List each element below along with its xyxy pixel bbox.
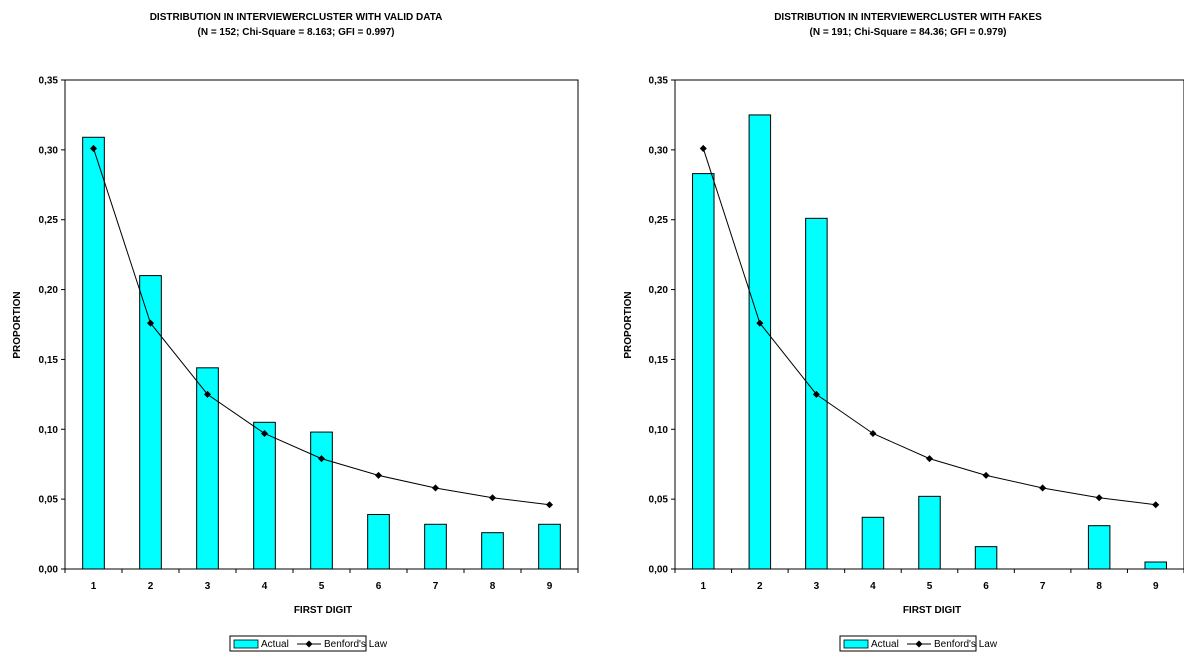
benford-point: [374, 471, 383, 479]
benford-point: [545, 501, 554, 509]
bar: [918, 495, 941, 570]
bar: [424, 523, 447, 570]
benford-point: [699, 144, 707, 152]
benford-point: [1039, 484, 1047, 492]
benford-point: [1095, 494, 1103, 502]
x-tick-label: 2: [757, 581, 763, 592]
y-tick-label: 0,05: [649, 495, 669, 506]
x-tick-label: 8: [490, 581, 496, 592]
y-tick-label: 0,35: [649, 76, 669, 87]
y-tick-label: 0,20: [649, 285, 669, 296]
y-tick-label: 0,30: [39, 145, 59, 156]
x-axis-label: FIRST DIGIT: [294, 605, 352, 616]
benford-point: [488, 494, 497, 502]
x-tick-label: 9: [547, 581, 553, 592]
bar: [82, 136, 105, 570]
y-axis-label: PROPORTION: [12, 291, 23, 358]
benford-point: [812, 390, 820, 398]
bar: [861, 516, 885, 570]
x-tick-label: 3: [814, 581, 820, 592]
x-axis-label: FIRST DIGIT: [903, 605, 961, 616]
x-tick-label: 1: [91, 581, 97, 592]
legend-marker-benford: [915, 640, 923, 648]
chart-fakes: DISTRIBUTION IN INTERVIEWERCLUSTER WITH …: [623, 12, 1184, 652]
legend-label-benford: Benford's Law: [324, 639, 388, 650]
y-tick-label: 0,10: [649, 425, 669, 436]
x-tick-label: 7: [433, 581, 439, 592]
y-tick-label: 0,30: [649, 145, 669, 156]
legend-label-actual: Actual: [871, 639, 899, 650]
bar: [1087, 525, 1111, 570]
y-axis-label: PROPORTION: [623, 291, 634, 358]
y-tick-label: 0,35: [39, 76, 59, 87]
bar: [974, 546, 998, 570]
legend-label-benford: Benford's Law: [934, 639, 998, 650]
chart-subtitle: (N = 191; Chi-Square = 84.36; GFI = 0.97…: [809, 27, 1006, 38]
y-tick-label: 0,15: [649, 355, 669, 366]
legend: Actual Benford's Law: [839, 635, 998, 652]
benford-point: [317, 455, 326, 463]
chart-valid-data: DISTRIBUTION IN INTERVIEWERCLUSTER WITH …: [12, 12, 579, 652]
y-tick-label: 0,25: [649, 215, 669, 226]
bar: [367, 514, 390, 570]
x-tick-label: 5: [927, 581, 933, 592]
legend: Actual Benford's Law: [229, 635, 388, 652]
bar: [253, 421, 276, 570]
benford-point: [1152, 501, 1160, 509]
y-tick-label: 0,00: [649, 565, 669, 576]
benford-point: [260, 429, 269, 438]
chart-title: DISTRIBUTION IN INTERVIEWERCLUSTER WITH …: [150, 12, 443, 23]
benford-point: [89, 144, 98, 152]
x-tick-label: 6: [376, 581, 382, 592]
x-tick-label: 9: [1153, 581, 1159, 592]
y-tick-label: 0,25: [39, 215, 59, 226]
bar: [1144, 561, 1167, 570]
legend-marker-benford: [305, 640, 313, 648]
chart-title: DISTRIBUTION IN INTERVIEWERCLUSTER WITH …: [774, 12, 1042, 23]
y-tick-label: 0,10: [39, 425, 59, 436]
y-tick-label: 0,20: [39, 285, 59, 296]
x-tick-label: 8: [1096, 581, 1102, 592]
bar: [310, 431, 333, 570]
x-tick-label: 1: [700, 581, 706, 592]
bar: [538, 523, 561, 570]
bar: [481, 532, 504, 570]
bar: [139, 275, 162, 570]
y-tick-label: 0,05: [39, 495, 59, 506]
x-tick-label: 6: [983, 581, 989, 592]
x-tick-label: 2: [148, 581, 154, 592]
x-tick-label: 4: [870, 581, 876, 592]
legend-label-actual: Actual: [261, 639, 289, 650]
x-tick-label: 5: [319, 581, 325, 592]
y-tick-label: 0,15: [39, 355, 59, 366]
benford-point: [925, 455, 934, 463]
benford-line: [702, 148, 1156, 506]
bar: [748, 114, 772, 570]
benford-point: [869, 429, 877, 438]
y-tick-label: 0,00: [39, 565, 59, 576]
bar: [692, 173, 715, 570]
benford-point: [146, 319, 155, 327]
bar: [196, 367, 219, 570]
benford-point: [431, 484, 440, 492]
benford-point: [756, 319, 764, 327]
chart-subtitle: (N = 152; Chi-Square = 8.163; GFI = 0.99…: [197, 27, 394, 38]
x-tick-label: 7: [1040, 581, 1046, 592]
x-tick-label: 3: [205, 581, 211, 592]
benford-point: [203, 390, 212, 398]
x-tick-label: 4: [262, 581, 268, 592]
benford-point: [982, 471, 990, 479]
legend-swatch-actual: [843, 639, 869, 649]
legend-swatch-actual: [233, 639, 259, 649]
